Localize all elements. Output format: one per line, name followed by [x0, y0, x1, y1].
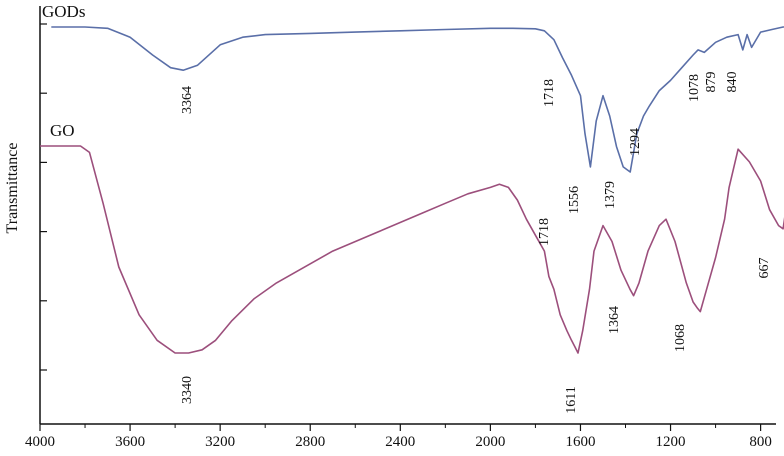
- peak-label-gods: 1556: [567, 186, 582, 214]
- x-tick-label: 4000: [25, 434, 55, 450]
- series-line-go: [40, 145, 784, 354]
- y-axis-label: Transmittance: [4, 143, 21, 234]
- x-tick-label: 2400: [385, 434, 415, 450]
- series-line-gods: [51, 26, 784, 173]
- peak-label-go: 3340: [180, 376, 195, 404]
- x-tick-label: 2800: [295, 434, 325, 450]
- x-tick-label: 1600: [565, 434, 595, 450]
- peak-label-gods: 840: [725, 72, 740, 93]
- x-tick-label: 3200: [205, 434, 235, 450]
- peak-label-gods: 1379: [603, 181, 618, 209]
- peak-label-gods: 879: [704, 72, 719, 93]
- series-label: GODs: [42, 2, 85, 21]
- x-tick-label: 1200: [656, 434, 686, 450]
- peak-label-go: 1718: [537, 218, 552, 246]
- peak-label-go: 1364: [607, 306, 622, 334]
- peak-label-go: 667: [757, 258, 772, 279]
- peak-label-gods: 1294: [628, 128, 643, 156]
- peak-label-gods: 1718: [542, 79, 557, 107]
- peak-label-gods: 1078: [687, 74, 702, 102]
- series-label: GO: [50, 121, 75, 140]
- x-tick-label: 3600: [115, 434, 145, 450]
- peak-label-go: 1068: [673, 324, 688, 352]
- peak-label-go: 1611: [564, 386, 579, 413]
- x-tick-label: 800: [749, 434, 772, 450]
- peak-label-gods: 3364: [180, 86, 195, 114]
- x-tick-label: 2000: [475, 434, 505, 450]
